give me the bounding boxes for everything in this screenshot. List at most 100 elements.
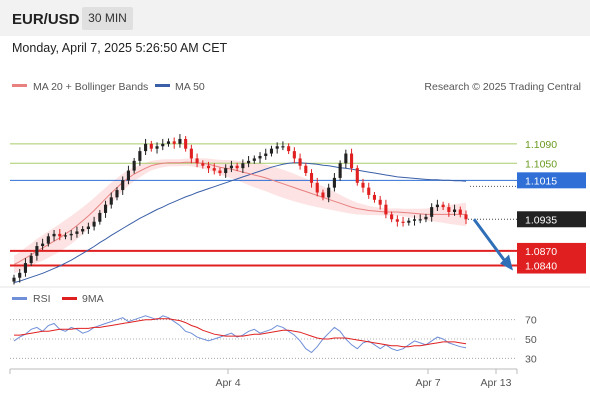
candle-bull — [75, 231, 79, 234]
candle-bear — [309, 173, 314, 183]
bollinger-bands — [14, 158, 466, 274]
candle-bull — [241, 163, 245, 169]
candles — [12, 134, 468, 285]
candle-bear — [201, 163, 205, 166]
candle-bear — [206, 165, 211, 169]
candle-bear — [464, 214, 468, 220]
candle-bear — [189, 148, 193, 159]
rsi-tick-label: 50 — [525, 334, 537, 346]
candle-bear — [321, 192, 325, 198]
candle-bull — [63, 235, 68, 237]
candle-bull — [407, 220, 411, 223]
price-levels — [10, 143, 517, 267]
candle-bull — [258, 155, 262, 159]
time-tick-label: Apr 4 — [215, 377, 240, 389]
resistance-label: 1.1050 — [525, 158, 557, 170]
candle-bull — [132, 160, 136, 171]
timeframe-button[interactable]: 30 MIN — [82, 7, 133, 30]
candle-bull — [275, 146, 279, 149]
rsi-tick-label: 30 — [525, 353, 537, 365]
candle-bear — [384, 204, 388, 215]
support-label: 1.0870 — [525, 246, 557, 258]
time-tick-label: Apr 13 — [481, 377, 512, 389]
candle-bull — [166, 141, 171, 144]
candle-bull — [103, 204, 108, 213]
candle-bear — [149, 143, 153, 149]
candle-bear — [361, 182, 365, 188]
candle-bear — [390, 214, 394, 220]
candle-bear — [378, 199, 382, 205]
candle-bull — [229, 165, 233, 169]
candle-bull — [121, 180, 125, 191]
ma50-legend-swatch — [155, 84, 170, 87]
candle-bear — [235, 165, 239, 169]
rsi-ma-legend-label: 9MA — [82, 293, 104, 305]
candle-bull — [269, 148, 274, 154]
last-price-tag — [517, 211, 586, 228]
candle-bull — [264, 153, 268, 156]
candle-bull — [29, 255, 33, 264]
candle-bear — [58, 233, 62, 237]
candle-bull — [23, 263, 27, 273]
candle-bull — [35, 246, 39, 256]
forecast-arrow-head — [500, 254, 513, 271]
rsi-ma-legend-swatch — [62, 297, 77, 300]
support-tag — [517, 257, 586, 274]
rsi-legend-swatch — [12, 297, 27, 300]
candle-bull — [161, 143, 165, 147]
rsi-line — [13, 315, 467, 354]
header-bar: EUR/USD 30 MIN — [0, 0, 590, 36]
candle-bull — [144, 143, 148, 152]
pivot-tag — [517, 172, 586, 189]
rsi-panel: 70 50 30 — [10, 315, 537, 365]
resistance-label: 1.1090 — [525, 139, 557, 151]
time-tick-label: Apr 7 — [415, 377, 440, 389]
candle-bear — [212, 168, 216, 171]
candle-bear — [395, 219, 399, 222]
candle-bull — [18, 272, 22, 278]
candle-bull — [98, 212, 102, 222]
candle-bull — [418, 219, 422, 221]
candle-bull — [155, 146, 159, 149]
forecast-arrow-shaft — [472, 218, 508, 264]
candle-bear — [441, 204, 445, 208]
last-price-label: 1.0935 — [525, 214, 557, 226]
candle-bear — [458, 209, 462, 215]
bollinger-band-area — [14, 158, 466, 274]
candle-bull — [224, 168, 228, 174]
candle-bull — [430, 207, 434, 217]
candle-bull — [115, 190, 119, 198]
candle-bull — [327, 187, 331, 198]
candle-bull — [338, 163, 342, 178]
ma20-legend-swatch — [12, 84, 27, 87]
candle-bear — [195, 158, 199, 164]
candle-bull — [126, 170, 130, 181]
candle-bear — [218, 170, 222, 174]
rsi-tick-label: 70 — [525, 315, 537, 327]
candle-bear — [350, 153, 354, 169]
candle-bear — [372, 194, 377, 200]
candle-bear — [315, 182, 319, 193]
candle-bull — [412, 219, 417, 221]
support-label: 1.0840 — [525, 261, 557, 273]
candle-bull — [86, 226, 90, 230]
moving-averages — [13, 161, 467, 284]
candle-bear — [401, 221, 405, 223]
candle-bull — [252, 158, 256, 161]
candle-bull — [178, 138, 182, 144]
candle-bear — [298, 158, 302, 166]
rsi-ma-line — [14, 318, 467, 348]
credit-label: Research © 2025 Trading Central — [424, 81, 581, 93]
ma50-line — [13, 162, 467, 284]
ma20-line — [13, 161, 466, 266]
candle-bear — [184, 138, 188, 149]
support-tag — [517, 242, 586, 259]
pivot-label: 1.1015 — [525, 175, 557, 187]
candle-bull — [41, 243, 45, 247]
ma50-legend-label: MA 50 — [175, 81, 205, 93]
candle-bear — [287, 146, 291, 152]
candle-bear — [447, 207, 451, 212]
level-tags: 1.1090 1.1050 1.1015 1.0935 1.0870 1.0840 — [517, 139, 586, 274]
candle-bull — [69, 233, 73, 236]
